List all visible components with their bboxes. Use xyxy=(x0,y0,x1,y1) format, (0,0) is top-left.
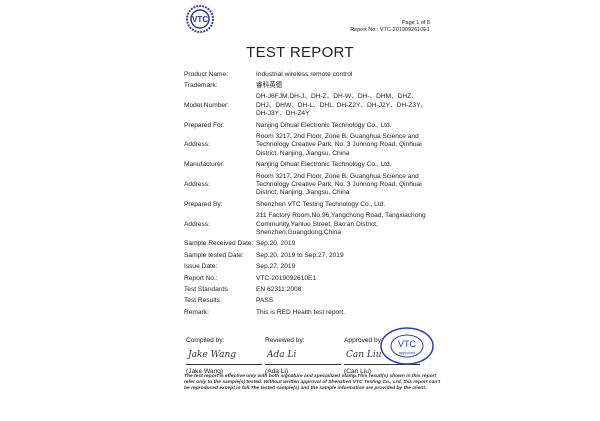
field-value: Sep.20, 2019 to Sep.27, 2019 xyxy=(256,251,344,259)
info-row: Report No.: VTC-2019092610E1 xyxy=(184,273,431,284)
signature-role: Approved by: xyxy=(344,337,383,344)
info-row: Product Name: Industrial wireless remote … xyxy=(184,69,431,80)
signature-reviewed: Reviewed by: Ada Li (Ada Li) xyxy=(265,337,341,375)
svg-text:approved: approved xyxy=(399,350,416,355)
info-row: Address: Room 3217, 2nd Floor, Zone B, Gu… xyxy=(184,171,431,199)
svg-text:VTC: VTC xyxy=(398,339,417,349)
vtc-logo: VTC xyxy=(186,5,214,33)
field-value: 211 Factory Room,No.96,Yangchong Road, T… xyxy=(256,212,426,236)
field-label: Issue Date: xyxy=(184,263,218,271)
handwritten-signature: Jake Wang xyxy=(188,350,237,360)
header-report-no: Report No.: VTC-2019092610E1 xyxy=(350,27,430,33)
field-label: Model Number: xyxy=(184,101,230,109)
info-row: Address: 211 Factory Room,No.96,Yangchong… xyxy=(184,211,431,239)
field-value: Sep.27, 2019 xyxy=(256,263,296,271)
field-value: This is RED Health test report. xyxy=(256,308,346,316)
approval-stamp: VTC approved xyxy=(380,327,434,365)
info-row: Manufacturer: Nanjing Dihual Electronic T… xyxy=(184,160,431,171)
info-row: Test Standards EN 62311:2008 xyxy=(184,285,431,296)
disclaimer: The test report is effective only with b… xyxy=(184,374,441,391)
svg-text:VTC: VTC xyxy=(192,15,208,24)
field-label: Test Results xyxy=(184,297,220,305)
signatory-name: (Ada Li) xyxy=(265,368,289,375)
signature-role: Reviewed by: xyxy=(265,337,305,344)
field-value: Shenzhen VTC Testing Technology Co., Ltd… xyxy=(256,200,386,208)
field-label: Manufacturer: xyxy=(184,161,225,169)
field-value: VTC-2019092610E1 xyxy=(256,274,317,282)
signatory-name: (Can Liu) xyxy=(344,368,372,375)
field-label: Prepared For: xyxy=(184,121,225,129)
field-label: Report No.: xyxy=(184,274,218,282)
page-header: Page 1 of 8 Report No.: VTC-2019092610E1 xyxy=(350,20,430,34)
signature-approved: Approved by: Can Liu (Can Liu) xyxy=(344,337,420,375)
info-row: Address: Room 3217, 2nd Floor, Zone B, Gu… xyxy=(184,131,431,159)
info-row: Prepared By: Shenzhen VTC Testing Technol… xyxy=(184,199,431,210)
handwritten-signature: Can Liu xyxy=(346,350,382,360)
signatory-name: (Jake Wang) xyxy=(186,368,224,375)
page-title: TEST REPORT xyxy=(246,44,354,61)
info-row: Test Results PASS xyxy=(184,296,431,307)
field-label: Test Standards xyxy=(184,286,228,294)
field-value: Room 3217, 2nd Floor, Zone B, Guanghua S… xyxy=(256,172,422,197)
field-value: Room 3217, 2nd Floor, Zone B, Guanghua S… xyxy=(256,132,422,157)
field-label: Product Name: xyxy=(184,70,228,78)
field-value: Nanjing Dihual Electronic Technology Co.… xyxy=(256,161,392,169)
field-label: Address: xyxy=(184,180,211,188)
field-label: Sample Received Date: xyxy=(184,240,254,248)
info-row: Model Number: DH-J6FJM,DH-J、DH-Z、DH-W、DH-… xyxy=(184,92,431,120)
info-row: Remark: This is RED Health test report. xyxy=(184,307,431,318)
field-value: Nanjing Dihual Electronic Technology Co.… xyxy=(256,121,392,129)
handwritten-signature: Ada Li xyxy=(267,350,297,360)
field-label: Prepared By: xyxy=(184,200,223,208)
field-value: DH-J6FJM,DH-J、DH-Z、DH-W、DH-、DHM、DHZ、DHJ、… xyxy=(256,93,428,118)
field-value: Sep.20, 2019 xyxy=(256,240,296,248)
field-value: EN 62311:2008 xyxy=(256,286,302,294)
signature-role: Compiled by: xyxy=(186,337,225,344)
field-label: Address: xyxy=(184,220,211,228)
page-number: Page 1 of 8 xyxy=(401,20,430,26)
field-label: Remark: xyxy=(184,308,209,316)
info-row: Sample Received Date: Sep.20, 2019 xyxy=(184,239,431,250)
report-info-table: Product Name: Industrial wireless remote … xyxy=(184,69,431,319)
field-label: Sample tested Date: xyxy=(184,251,244,259)
field-label: Trademark: xyxy=(184,81,218,89)
info-row: Issue Date: Sep.27, 2019 xyxy=(184,262,431,273)
field-label: Address: xyxy=(184,141,211,149)
info-row: Trademark: 睿科英德 xyxy=(184,80,431,91)
field-value: 睿科英德 xyxy=(256,81,283,89)
info-row: Sample tested Date: Sep.20, 2019 to Sep.2… xyxy=(184,250,431,261)
field-value: Industrial wireless remote control xyxy=(256,70,353,78)
field-value: PASS xyxy=(256,297,274,305)
signature-compiled: Compiled by: Jake Wang (Jake Wang) xyxy=(186,337,262,375)
info-row: Prepared For: Nanjing Dihual Electronic T… xyxy=(184,120,431,131)
